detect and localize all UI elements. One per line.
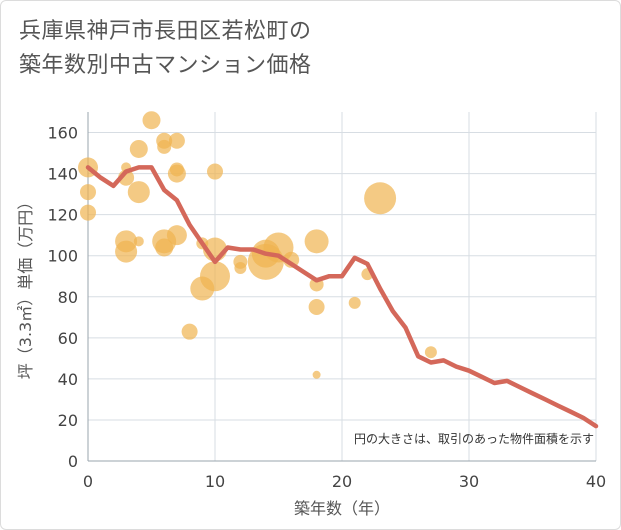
x-tick-label: 0 xyxy=(83,472,93,491)
size-note: 円の大きさは、取引のあった物件面積を示す xyxy=(354,431,594,446)
x-tick-label: 30 xyxy=(459,472,479,491)
y-tick-label: 100 xyxy=(47,247,78,266)
data-bubble xyxy=(364,182,397,215)
data-bubble xyxy=(155,238,174,257)
y-tick-label: 0 xyxy=(68,452,78,471)
data-bubble xyxy=(424,346,437,359)
data-bubble xyxy=(308,299,325,316)
data-bubble xyxy=(80,184,96,201)
y-tick-label: 160 xyxy=(47,124,78,143)
y-tick-label: 120 xyxy=(47,206,78,225)
data-bubble xyxy=(80,204,96,221)
x-tick-label: 10 xyxy=(205,472,225,491)
y-tick-label: 80 xyxy=(58,288,78,307)
y-tick-label: 40 xyxy=(58,370,78,389)
data-bubble xyxy=(115,240,138,263)
x-axis-title: 築年数（年） xyxy=(294,499,390,518)
chart-title-line1: 兵庫県神戸市長田区若松町の xyxy=(19,19,312,44)
data-bubble xyxy=(168,132,185,149)
data-bubble xyxy=(312,370,321,379)
data-bubble xyxy=(157,139,172,154)
data-bubble xyxy=(181,323,198,340)
data-bubble xyxy=(304,229,329,254)
chart-title-line2: 築年数別中古マンション価格 xyxy=(19,53,312,78)
data-bubble xyxy=(127,181,150,204)
x-tick-label: 20 xyxy=(332,472,352,491)
data-bubble xyxy=(129,139,148,158)
trend-line xyxy=(85,165,599,429)
y-tick-label: 60 xyxy=(58,329,78,348)
data-bubble xyxy=(234,262,247,275)
data-bubble xyxy=(200,261,230,292)
y-tick-label: 20 xyxy=(58,411,78,430)
x-tick-label: 40 xyxy=(586,472,606,491)
data-bubble xyxy=(348,296,361,309)
chart-title: 兵庫県神戸市長田区若松町の 築年数別中古マンション価格 xyxy=(19,15,579,83)
data-bubble xyxy=(166,225,187,246)
data-bubble xyxy=(142,111,161,130)
data-bubble xyxy=(133,236,144,247)
y-tick-label: 140 xyxy=(47,165,78,184)
data-bubble xyxy=(167,164,186,183)
y-axis-title: 坪（3.3㎡）単価（万円） xyxy=(16,194,35,379)
data-bubble xyxy=(207,163,223,180)
